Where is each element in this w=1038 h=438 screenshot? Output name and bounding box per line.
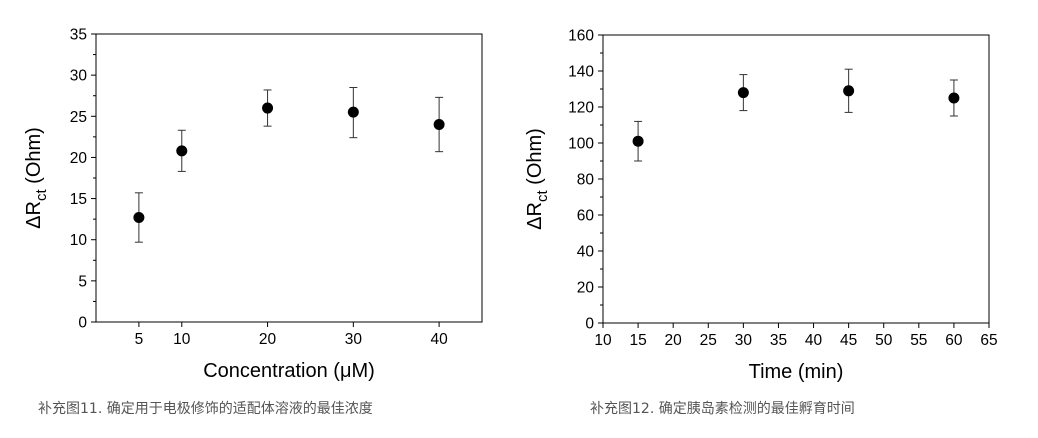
time-xtick-label: 50 <box>875 332 893 349</box>
concentration-ytick-label: 30 <box>70 68 88 85</box>
concentration-data-point <box>347 106 359 118</box>
time-ytick-label: 140 <box>568 64 594 81</box>
time-y-axis-label-main: ΔR <box>524 202 546 230</box>
concentration-ytick-label: 35 <box>70 27 87 44</box>
time-xtick-label: 65 <box>980 332 997 349</box>
time-ytick-label: 60 <box>577 208 595 225</box>
time-chart: 0 20 40 60 80 100 120 140 160 10 15 20 25 30 35 40 45 50 5… <box>519 0 1038 399</box>
time-ytick-label: 20 <box>577 280 595 297</box>
time-ytick-label: 100 <box>568 136 594 153</box>
time-xtick-label: 35 <box>770 332 787 349</box>
time-xtick-label: 20 <box>665 332 683 349</box>
time-data-point <box>948 92 960 104</box>
concentration-xtick-label: 20 <box>259 331 277 348</box>
concentration-ytick-label: 25 <box>70 109 87 126</box>
time-xtick-label: 40 <box>805 332 823 349</box>
concentration-y-axis-label: ΔRct (Ohm) <box>23 127 50 229</box>
concentration-plot-frame <box>95 33 483 323</box>
concentration-xtick-label: 10 <box>173 331 191 348</box>
time-xtick-label: 15 <box>629 332 646 349</box>
time-ytick-label: 120 <box>568 100 594 117</box>
concentration-xtick-label: 5 <box>135 331 144 348</box>
concentration-ytick-label: 5 <box>78 273 87 290</box>
concentration-chart: 0 5 10 15 20 25 30 35 5 10 20 30 40 Concentration (μM… <box>0 0 519 399</box>
time-xtick-label: 30 <box>735 332 753 349</box>
concentration-ytick-label: 0 <box>78 315 87 332</box>
time-y-axis-label: ΔRct (Ohm) <box>524 128 551 230</box>
time-xtick-label: 10 <box>594 332 612 349</box>
concentration-data-point <box>433 119 445 131</box>
concentration-chart-svg: 0 5 10 15 20 25 30 35 5 10 20 30 40 Concentration (μM… <box>23 27 483 382</box>
time-ytick-label: 80 <box>577 172 595 189</box>
time-plot-frame <box>602 34 990 324</box>
time-chart-svg: 0 20 40 60 80 100 120 140 160 10 15 20 25 30 35 40 45 50 5… <box>524 28 998 384</box>
concentration-xtick-label: 30 <box>345 331 363 348</box>
time-xtick-label: 45 <box>840 332 857 349</box>
concentration-ytick-label: 10 <box>70 232 88 249</box>
time-xtick-label: 55 <box>910 332 927 349</box>
concentration-data-point <box>262 102 274 114</box>
time-data-point <box>737 87 749 99</box>
time-x-axis-label: Time (min) <box>749 361 844 383</box>
time-ytick-label: 40 <box>577 244 595 261</box>
time-y-axis-label-unit: (Ohm) <box>524 128 546 190</box>
concentration-ytick-label: 20 <box>70 150 88 167</box>
concentration-y-axis-label-main: ΔR <box>23 201 45 229</box>
concentration-data-point <box>133 211 145 223</box>
time-xtick-label: 25 <box>700 332 717 349</box>
concentration-ytick-label: 15 <box>70 191 87 208</box>
concentration-xtick-label: 40 <box>430 331 448 348</box>
time-xtick-label: 60 <box>945 332 963 349</box>
time-data-point <box>632 135 644 147</box>
concentration-y-axis-label-unit: (Ohm) <box>23 127 45 189</box>
time-ytick-label: 0 <box>585 316 594 333</box>
time-data-point <box>843 85 855 97</box>
figure-caption-12: 补充图12. 确定胰岛素检测的最佳孵育时间 <box>590 401 855 417</box>
time-y-axis-label-sub: ct <box>534 190 551 203</box>
concentration-y-axis-label-sub: ct <box>33 189 50 202</box>
concentration-x-axis-label: Concentration (μM) <box>203 360 375 382</box>
concentration-data-point <box>176 145 188 157</box>
figure-caption-11: 补充图11. 确定用于电极修饰的适配体溶液的最佳浓度 <box>38 401 373 417</box>
time-ytick-label: 160 <box>568 28 594 45</box>
